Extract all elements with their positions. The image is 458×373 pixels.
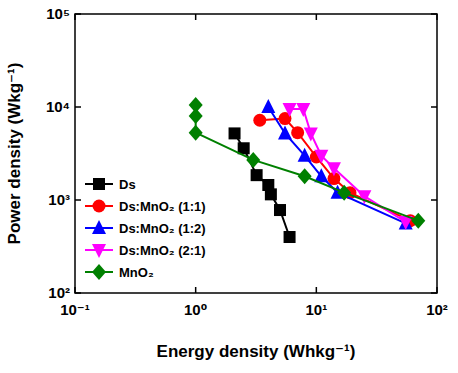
data-point — [284, 231, 296, 243]
x-tick-label: 10² — [426, 301, 448, 318]
data-point — [261, 99, 275, 113]
x-tick-label: 10¹ — [305, 301, 327, 318]
data-point — [251, 169, 263, 181]
plot-area — [189, 97, 426, 243]
data-point — [314, 150, 328, 164]
x-tick — [195, 14, 197, 20]
legend-marker — [93, 178, 105, 190]
x-tick — [74, 14, 76, 20]
x-axis-title: Energy density (Whkg⁻¹) — [157, 342, 356, 361]
legend-label: Ds:MnO₂ (1:1) — [119, 199, 206, 214]
data-point — [298, 168, 312, 184]
series-line — [235, 133, 290, 237]
y-tick — [431, 199, 437, 201]
legend: Ds Ds:MnO₂ (1:1) Ds:MnO₂ (1:2) Ds:MnO₂ (2:1… — [85, 177, 206, 280]
y-tick — [75, 292, 81, 294]
plot-frame — [75, 14, 437, 293]
legend-label: Ds:MnO₂ (1:2) — [119, 221, 206, 236]
data-point — [291, 126, 304, 139]
y-tick — [431, 13, 437, 15]
y-tick-label: 10³ — [48, 191, 70, 208]
x-tick — [316, 287, 318, 293]
data-point — [189, 108, 203, 124]
legend-marker — [93, 200, 106, 213]
data-point — [327, 162, 341, 176]
legend-marker — [92, 264, 106, 280]
legend-label: MnO₂ — [119, 265, 154, 280]
y-tick — [75, 199, 81, 201]
y-tick — [431, 292, 437, 294]
data-point — [337, 185, 351, 201]
y-tick-label: 10⁵ — [46, 5, 70, 22]
legend-label: Ds — [119, 177, 136, 192]
x-tick-label: 10⁻¹ — [60, 301, 90, 318]
x-tick — [316, 14, 318, 20]
y-tick — [75, 13, 81, 15]
y-tick-label: 10⁴ — [46, 98, 70, 115]
series-line — [196, 105, 419, 221]
data-point — [296, 103, 310, 117]
series-line — [268, 107, 405, 223]
data-point — [189, 125, 203, 141]
data-point — [229, 127, 241, 139]
series-line — [290, 109, 406, 222]
legend-marker — [92, 244, 106, 258]
x-tick — [195, 287, 197, 293]
data-point — [246, 152, 260, 168]
data-point — [283, 103, 297, 117]
y-tick-label: 10² — [48, 284, 70, 301]
x-tick-label: 10⁰ — [184, 301, 207, 318]
y-tick — [75, 106, 81, 108]
data-point — [278, 125, 292, 139]
y-axis-title: Power density (Wkg⁻¹) — [5, 63, 24, 245]
data-point — [274, 204, 286, 216]
x-tick — [436, 14, 438, 20]
y-tick — [431, 106, 437, 108]
chart: 10⁻¹ 10⁰ 10¹ 10² 10² 10³ 10⁴ 10⁵ Energy density … — [0, 0, 458, 373]
x-tick — [436, 287, 438, 293]
legend-marker — [92, 220, 106, 234]
data-point — [298, 148, 312, 162]
x-tick — [74, 287, 76, 293]
data-point — [253, 114, 266, 127]
legend-label: Ds:MnO₂ (2:1) — [119, 243, 206, 258]
data-point — [304, 127, 318, 141]
data-point — [411, 213, 425, 229]
data-point — [265, 188, 277, 200]
